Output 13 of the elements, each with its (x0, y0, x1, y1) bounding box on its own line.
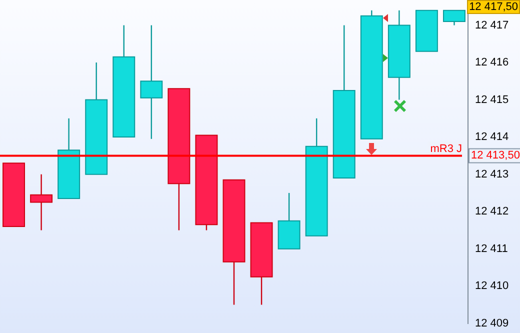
text: 12 413,50 (471, 150, 520, 162)
candlestick (140, 24, 163, 140)
y-tick-label: 12 410 (475, 280, 509, 292)
y-tick-label: 12 409 (475, 317, 509, 330)
y-tick-label: 12 412 (475, 206, 509, 218)
y-tick-label: 12 416 (475, 56, 509, 69)
y-tick-label: 12 415 (475, 94, 509, 106)
ref-line-label: mR3 J (430, 143, 462, 156)
y-tick-label: 12 411 (475, 242, 508, 255)
text: 12 417,50 (467, 0, 520, 14)
y-tick-label: 12 417 (475, 19, 509, 32)
y-tick-label: 12 413 (475, 168, 509, 180)
y-tick-label: 12 414 (475, 131, 509, 144)
